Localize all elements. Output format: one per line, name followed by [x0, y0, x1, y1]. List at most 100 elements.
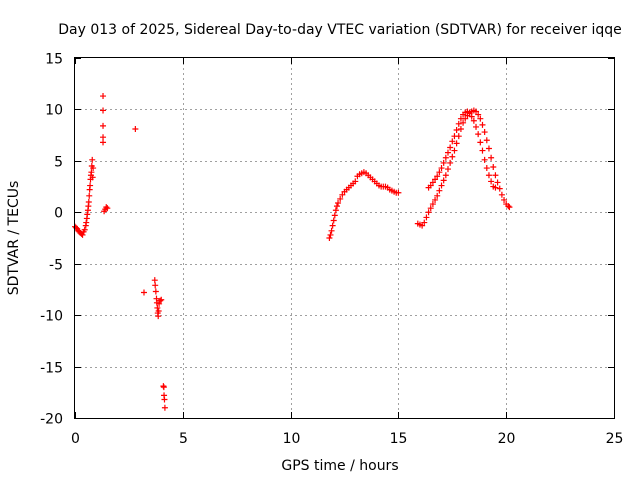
data-point: [395, 189, 402, 196]
data-point: [434, 192, 441, 199]
data-point: [505, 203, 512, 210]
data-point: [494, 179, 501, 186]
data-point: [477, 115, 484, 122]
y-axis-title: SDTVAR / TECUs: [6, 181, 22, 296]
y-tick-label: 15: [45, 52, 63, 68]
data-point: [152, 288, 159, 295]
plot-frame: [74, 57, 615, 419]
data-point: [152, 282, 159, 289]
data-point: [440, 177, 447, 184]
grid: [75, 58, 614, 418]
y-tick-label: -10: [40, 309, 63, 325]
data-point: [421, 219, 428, 226]
data-point: [352, 178, 359, 185]
data-point: [453, 127, 460, 133]
y-tick-label: 5: [54, 155, 63, 171]
data-points: [72, 93, 513, 411]
x-tick-label: 10: [283, 431, 301, 447]
data-point: [490, 164, 497, 171]
data-point: [488, 178, 495, 185]
y-tick-label: -20: [40, 412, 63, 428]
data-point: [154, 304, 161, 311]
data-point: [335, 200, 342, 207]
data-point: [161, 396, 168, 403]
data-point: [156, 300, 163, 307]
data-point: [457, 115, 464, 122]
data-point: [333, 203, 340, 210]
data-point: [440, 159, 447, 166]
data-point: [436, 169, 443, 176]
data-point: [434, 173, 441, 180]
data-point: [455, 120, 462, 127]
data-point: [329, 222, 336, 229]
data-point: [479, 147, 486, 154]
data-point: [447, 159, 454, 166]
data-point: [161, 404, 168, 411]
data-point: [419, 222, 426, 229]
data-point: [328, 227, 335, 234]
y-tick-label: -5: [49, 258, 63, 274]
data-point: [151, 277, 158, 284]
tick-marks: [75, 58, 615, 419]
data-point: [103, 204, 110, 211]
data-point: [330, 217, 337, 224]
data-point: [481, 129, 488, 136]
data-point: [436, 187, 443, 194]
data-point: [83, 219, 90, 226]
data-point: [468, 113, 475, 120]
data-point: [442, 172, 449, 179]
data-point: [492, 184, 499, 191]
data-point: [339, 191, 346, 198]
data-point: [479, 121, 486, 128]
data-point: [483, 165, 490, 172]
data-point: [100, 93, 107, 100]
data-point: [475, 131, 482, 138]
x-tick-label: 0: [71, 431, 80, 447]
x-tick-label: 5: [179, 431, 188, 447]
y-tick-label: -15: [40, 361, 63, 377]
data-point: [86, 192, 93, 199]
y-tick-label: 0: [54, 206, 63, 222]
data-point: [84, 211, 91, 218]
data-point: [488, 154, 495, 161]
data-point: [326, 235, 333, 241]
data-point: [449, 138, 456, 145]
data-point: [501, 196, 508, 203]
data-point: [100, 134, 107, 141]
data-point: [427, 182, 434, 189]
data-point: [140, 289, 147, 296]
y-tick-labels: -20 -15 -10 -5 0 5 10 15: [40, 52, 63, 428]
data-point: [100, 107, 107, 114]
data-point: [451, 147, 458, 154]
data-point: [104, 205, 111, 212]
x-tick-labels: 0 5 10 15 20 25: [71, 431, 623, 447]
data-point: [475, 111, 482, 118]
data-point: [90, 165, 97, 172]
data-point: [460, 119, 467, 126]
data-point: [100, 122, 107, 129]
data-point: [451, 133, 458, 140]
data-point: [485, 172, 492, 179]
data-point: [457, 125, 464, 132]
data-point: [331, 212, 338, 219]
data-point: [429, 179, 436, 186]
y-tick-label: 10: [45, 103, 63, 119]
x-axis-title: GPS time / hours: [281, 458, 398, 474]
data-point: [88, 169, 95, 176]
data-point: [158, 296, 165, 303]
data-point: [81, 226, 88, 233]
x-tick-label: 15: [390, 431, 408, 447]
data-point: [485, 145, 492, 152]
data-point: [438, 165, 445, 172]
data-point: [481, 156, 488, 163]
data-point: [85, 199, 92, 205]
data-point: [332, 207, 339, 214]
data-point: [506, 204, 513, 211]
data-point: [160, 384, 167, 391]
data-point: [432, 176, 439, 183]
data-point: [89, 174, 96, 181]
data-point: [466, 110, 473, 117]
data-point: [483, 137, 490, 144]
data-point: [427, 205, 434, 212]
